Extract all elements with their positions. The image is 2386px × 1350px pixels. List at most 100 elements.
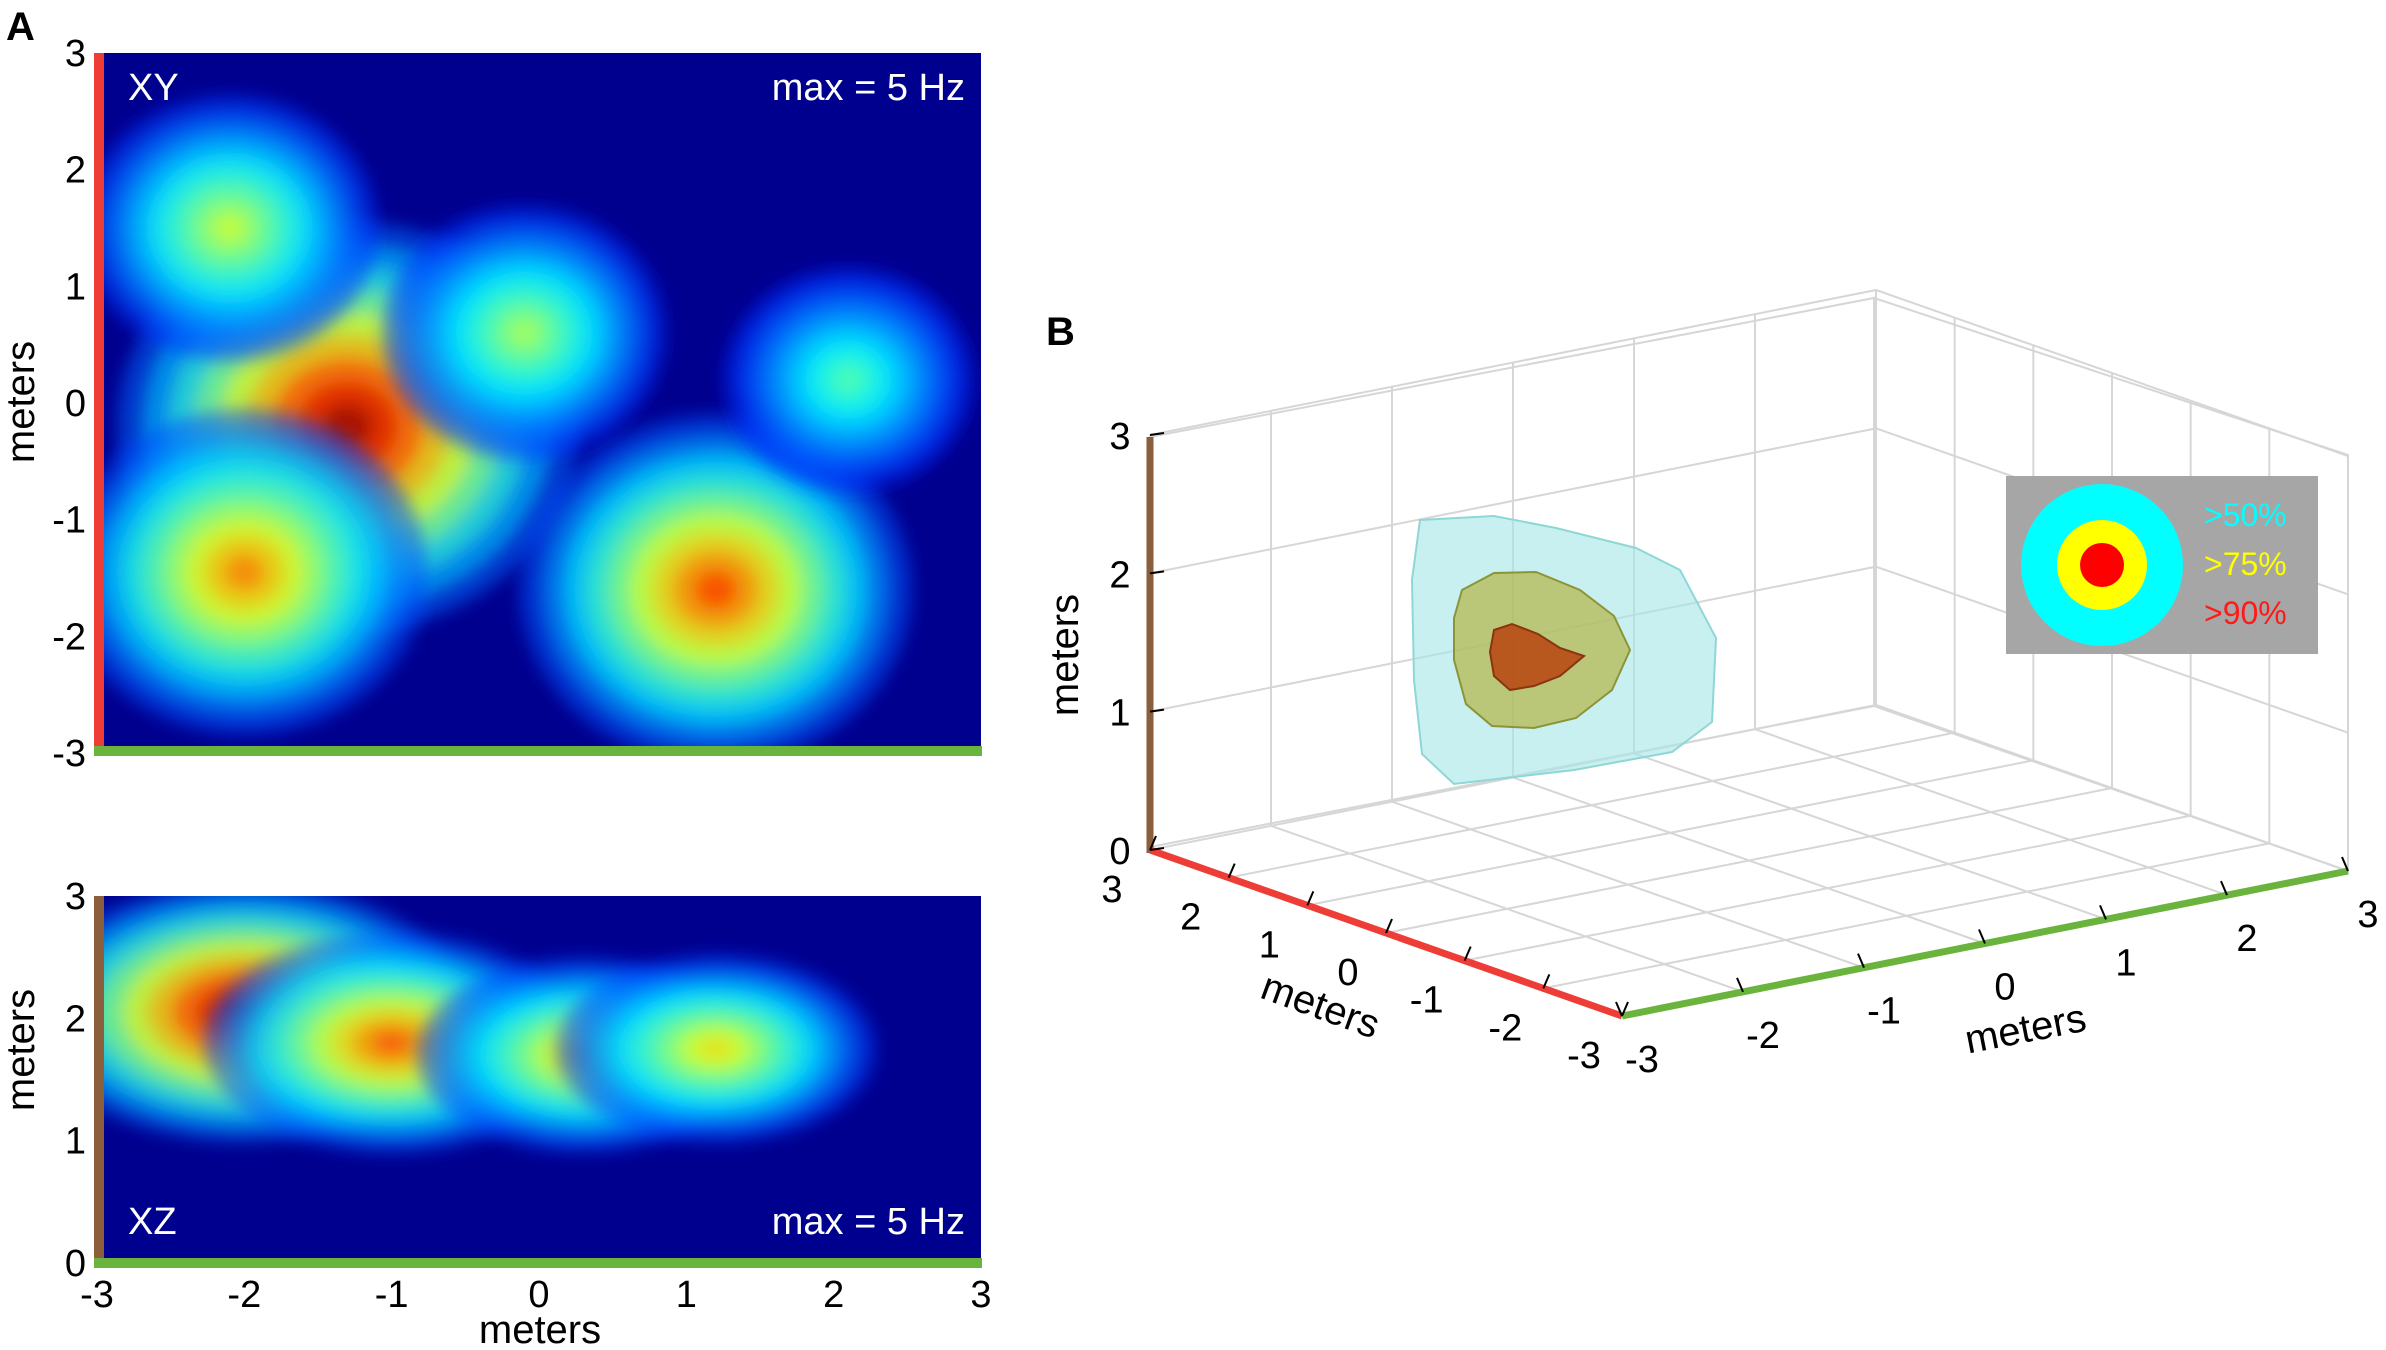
xz-y-tick: 2: [65, 998, 86, 1040]
x-tick-3d: -3: [1625, 1039, 1659, 1081]
xy-heatmap: XY max = 5 Hz 3 2 1 0 -1 -2 -3 meters: [0, 33, 982, 775]
y-ticks-3d: 3 2 1 0 -1 -2 -3: [1101, 835, 1629, 1077]
xz-hotspot-level: [698, 1038, 734, 1060]
xy-hotspot-level: [224, 554, 265, 591]
xz-hotspot-level: [370, 1030, 413, 1056]
y-tick-mark-3d: [1385, 918, 1393, 934]
xz-y-tick: 1: [65, 1121, 86, 1163]
xz-x-tick: 1: [676, 1274, 697, 1316]
x-tick-mark-3d: [2341, 856, 2349, 872]
z-label-3d: meters: [1043, 594, 1087, 716]
z-tick-mark-3d: [1149, 847, 1165, 851]
isosurface-90: [1488, 622, 1587, 692]
y-tick-3d: 0: [1337, 952, 1358, 994]
y-tick-mark-3d: [1149, 835, 1157, 851]
xz-plane-label: XZ: [128, 1201, 177, 1243]
xy-hotspot: [723, 267, 974, 492]
xy-hotspot-level: [834, 367, 863, 393]
z-tick-3d: 1: [1109, 693, 1130, 735]
xy-max-annotation: max = 5 Hz: [772, 67, 965, 109]
xz-x-tick: -1: [375, 1274, 409, 1316]
xy-hotspot: [382, 206, 666, 460]
grid-line: [1633, 752, 2107, 921]
panel-label-a: A: [6, 5, 35, 49]
xz-y-tick: 0: [65, 1243, 86, 1285]
grid-line: [1149, 427, 1877, 575]
xy-plane-label: XY: [128, 67, 179, 109]
xy-hotspot: [97, 95, 378, 361]
x-label-3d: meters: [1961, 996, 2089, 1063]
grid-line: [1385, 787, 2113, 934]
xy-y-ticks: 3 2 1 0 -1 -2 -3: [52, 33, 86, 775]
grid-line: [1149, 289, 1877, 436]
xy-y-tick: 1: [65, 266, 86, 308]
legend: >50% >75% >90%: [2006, 476, 2318, 654]
xz-heatmap-blobs: [97, 896, 876, 1153]
xz-x-tick: 3: [970, 1274, 991, 1316]
grid-line: [1754, 728, 2228, 897]
xz-x-tick: 2: [823, 1274, 844, 1316]
x-tick-mark-3d: [2099, 904, 2107, 920]
y-tick-3d: 2: [1180, 897, 1201, 939]
xz-y-label: meters: [0, 989, 43, 1111]
x-tick-3d: 1: [2115, 942, 2136, 984]
x-tick-mark-3d: [1736, 977, 1744, 993]
xy-y-tick: 2: [65, 150, 86, 192]
xy-hotspot-level: [508, 318, 540, 348]
y-tick-3d: 3: [1101, 869, 1122, 911]
xy-y-tick: -1: [52, 500, 86, 542]
x-tick-3d: -1: [1867, 991, 1901, 1033]
y-tick-3d: -2: [1488, 1007, 1522, 1049]
xy-hotspot-level: [694, 570, 738, 610]
grid-line: [1875, 289, 2349, 457]
x-tick-3d: 2: [2236, 918, 2257, 960]
y-tick-mark-3d: [1621, 1001, 1629, 1017]
z-tick-mark-3d: [1149, 432, 1165, 436]
xy-hotspot: [97, 409, 427, 736]
xz-x-label: meters: [479, 1308, 601, 1350]
x-tick-mark-3d: [1978, 929, 1986, 944]
grid-line: [1307, 759, 2034, 907]
y-tick-mark-3d: [1542, 973, 1551, 989]
x-tick-mark-3d: [1857, 953, 1865, 969]
y-tick-mark-3d: [1306, 890, 1315, 906]
xz-x-ticks: -3 -2 -1 0 1 2 3: [80, 1274, 991, 1316]
z-tick-3d: 3: [1109, 416, 1130, 458]
legend-ring-90: [2080, 543, 2124, 587]
x-tick-3d: -2: [1746, 1015, 1780, 1057]
xy-y-tick: 0: [65, 383, 86, 425]
xz-heatmap: XZ max = 5 Hz 3 2 1 0 -3 -2 -1 0 1 2 3 meters met…: [0, 876, 992, 1350]
y-tick-3d: -3: [1567, 1035, 1601, 1077]
x-tick-mark-3d: [1615, 1001, 1623, 1017]
xz-y-ticks: 3 2 1 0: [65, 876, 86, 1285]
y-tick-3d: 1: [1259, 924, 1280, 966]
isosurfaces: [1410, 514, 1718, 786]
xz-hotspot: [555, 954, 876, 1143]
x-tick-3d: 3: [2357, 894, 2378, 936]
xy-hotspot-level: [213, 213, 247, 243]
xy-y-tick: 3: [65, 33, 86, 75]
z-ticks-3d: 3 2 1 0: [1109, 416, 1165, 873]
legend-label-75: >75%: [2204, 546, 2287, 582]
x-tick-mark-3d: [2220, 880, 2228, 896]
z-tick-3d: 2: [1109, 554, 1130, 596]
panel-label-b: B: [1046, 310, 1075, 354]
x-ticks-3d: -3 -2 -1 0 1 2 3: [1615, 856, 2379, 1081]
grid-line: [1875, 704, 2349, 872]
z-tick-mark-3d: [1149, 708, 1165, 713]
legend-label-90: >90%: [2204, 595, 2287, 631]
y-label-3d: meters: [1255, 964, 1385, 1047]
xz-x-tick: -2: [227, 1274, 261, 1316]
xy-heatmap-blobs: [97, 95, 974, 753]
y-tick-mark-3d: [1227, 863, 1236, 879]
y-tick-3d: -1: [1410, 980, 1444, 1022]
xz-x-tick: 0: [528, 1274, 549, 1316]
xz-y-tick: 3: [65, 876, 86, 918]
xy-hotspot: [519, 414, 912, 753]
xy-y-tick: -3: [52, 733, 86, 775]
y-tick-mark-3d: [1463, 946, 1472, 962]
z-tick-3d: 0: [1109, 831, 1130, 873]
xy-y-label: meters: [0, 341, 43, 463]
z-tick-mark-3d: [1149, 570, 1165, 575]
